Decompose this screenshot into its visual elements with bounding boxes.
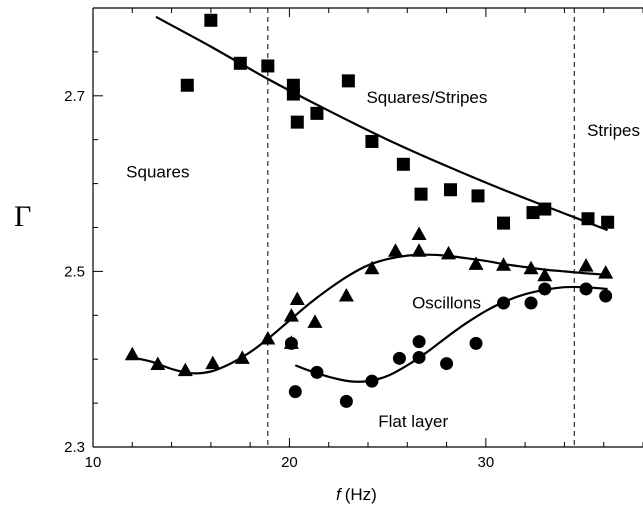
triangle-marker: [388, 243, 403, 257]
triangle-marker: [260, 331, 276, 345]
triangle-marker: [364, 260, 380, 275]
circle-marker: [524, 296, 538, 310]
square-marker: [365, 134, 379, 148]
square-marker: [290, 115, 304, 129]
square-marker: [444, 183, 457, 197]
circle-marker: [469, 336, 483, 350]
circle-marker: [365, 374, 379, 388]
triangle-marker: [523, 260, 539, 275]
square-marker: [471, 189, 485, 203]
circle-marker: [412, 350, 426, 364]
triangle-marker: [411, 226, 427, 241]
region-label: Oscillons: [412, 293, 481, 312]
square-marker: [233, 56, 247, 70]
triangle-marker: [150, 356, 166, 370]
circle-marker: [392, 351, 406, 365]
circle-marker: [284, 336, 298, 350]
triangle-marker: [411, 243, 427, 257]
x-axis-label-variable: f: [336, 485, 343, 504]
y-axis-label: Γ: [14, 200, 31, 233]
triangle-marker: [177, 362, 193, 377]
circle-marker: [288, 385, 302, 399]
x-tick-label: 10: [85, 454, 102, 471]
region-label: Squares/Stripes: [366, 88, 487, 107]
region-label: Squares: [126, 162, 189, 181]
triangle-marker: [205, 355, 221, 370]
square-marker: [261, 59, 275, 73]
triangle-marker: [289, 291, 305, 305]
circle-marker: [412, 335, 426, 349]
data-points: [124, 13, 615, 408]
x-tick-label: 30: [478, 454, 495, 471]
fit-curve: [132, 253, 608, 375]
axes: 10 20 30 2.3 2.5 2.7: [64, 7, 643, 471]
triangle-marker: [234, 350, 250, 364]
triangle-marker: [338, 287, 354, 302]
square-marker: [497, 216, 511, 230]
triangle-marker: [468, 256, 484, 270]
triangle-marker: [283, 308, 299, 322]
square-marker: [601, 215, 615, 229]
fit-curves: [132, 15, 608, 383]
region-labels: Squares Squares/Stripes Stripes Oscillons Fl…: [126, 88, 640, 431]
square-marker: [286, 87, 300, 101]
square-marker: [310, 106, 324, 120]
circle-marker: [538, 282, 552, 296]
circle-marker: [497, 296, 511, 310]
region-label: Flat layer: [378, 412, 448, 431]
square-marker: [341, 74, 355, 88]
fit-curve: [155, 15, 608, 232]
square-marker: [414, 187, 428, 201]
region-label: Stripes: [587, 121, 640, 140]
square-marker: [538, 202, 552, 216]
circle-marker: [599, 289, 613, 303]
triangle-marker: [537, 267, 553, 282]
x-axis-label-unit: (Hz): [345, 485, 377, 504]
x-tick-label: 20: [281, 454, 298, 471]
circle-marker: [310, 365, 324, 379]
triangle-marker: [441, 245, 457, 260]
triangle-marker: [496, 257, 512, 271]
triangle-marker: [124, 346, 140, 361]
y-tick-label: 2.7: [64, 88, 85, 105]
square-marker: [526, 206, 540, 220]
x-axis-label: f (Hz): [336, 485, 377, 504]
circle-marker: [579, 282, 593, 296]
triangle-marker: [307, 314, 323, 328]
triangle-marker: [578, 258, 594, 272]
circle-marker: [440, 357, 454, 371]
square-marker: [180, 78, 194, 92]
triangle-marker: [598, 265, 614, 279]
regime-boundaries: [267, 8, 575, 447]
y-tick-label: 2.3: [64, 439, 85, 456]
square-marker: [396, 157, 410, 171]
square-marker: [204, 13, 218, 27]
circle-marker: [339, 394, 353, 408]
y-tick-label: 2.5: [64, 263, 85, 280]
square-marker: [581, 212, 595, 226]
